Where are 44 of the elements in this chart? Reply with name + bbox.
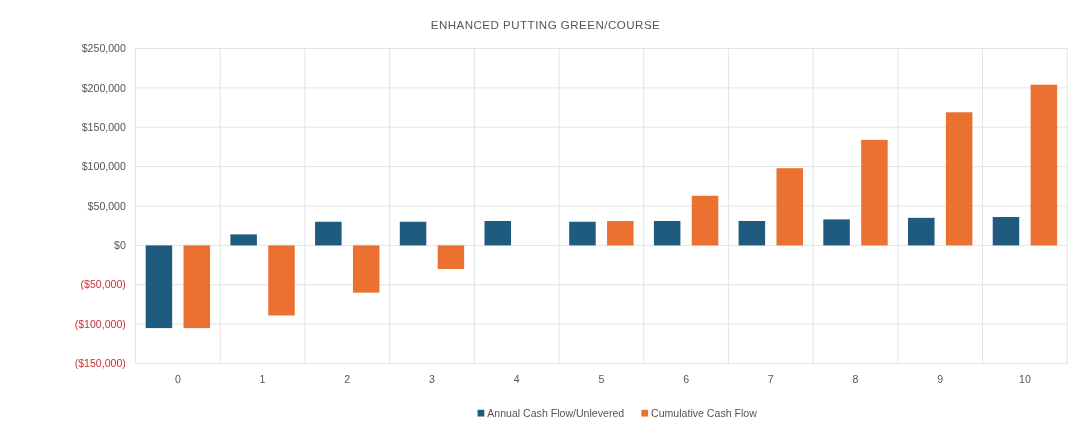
chart-title: ENHANCED PUTTING GREEN/COURSE — [430, 19, 661, 32]
x-tick-label: 3 — [429, 372, 436, 385]
legend-label: Cumulative Cash Flow — [651, 407, 758, 420]
bar — [691, 195, 719, 246]
y-tick-label: $150,000 — [81, 120, 126, 133]
bar — [268, 245, 295, 316]
y-tick-label: ($150,000) — [74, 357, 126, 370]
bar — [569, 221, 596, 246]
x-tick-label: 9 — [937, 372, 944, 385]
y-tick-label: ($100,000) — [74, 317, 126, 330]
x-tick-label: 7 — [767, 372, 774, 385]
bar — [1030, 84, 1058, 246]
bar — [230, 234, 257, 246]
bar — [352, 245, 380, 293]
bar — [484, 220, 511, 246]
x-tick-label: 10 — [1019, 372, 1031, 385]
x-tick-label: 4 — [513, 372, 520, 385]
x-tick-label: 5 — [598, 372, 605, 385]
bar — [908, 217, 935, 246]
bar — [738, 220, 766, 246]
x-tick-label: 2 — [344, 372, 351, 385]
x-tick-label: 0 — [174, 372, 181, 385]
bar — [945, 112, 973, 246]
bar — [399, 221, 427, 246]
y-tick-label: $50,000 — [87, 199, 126, 212]
bar — [145, 245, 173, 329]
bar — [861, 139, 888, 246]
x-tick-label: 6 — [683, 372, 690, 385]
x-tick-label: 8 — [852, 372, 859, 385]
bar — [776, 168, 803, 246]
bar — [607, 220, 634, 246]
bar — [183, 245, 211, 329]
bar — [823, 219, 850, 246]
y-tick-label: $250,000 — [81, 42, 126, 55]
x-tick-label: 1 — [259, 372, 266, 385]
bar — [437, 245, 465, 270]
y-tick-label: $100,000 — [81, 160, 126, 173]
y-tick-label: $200,000 — [81, 81, 126, 94]
bar — [315, 221, 342, 246]
y-tick-label: ($50,000) — [80, 278, 126, 291]
bar — [992, 217, 1020, 246]
y-tick-label: $0 — [114, 239, 126, 252]
legend-label: Annual Cash Flow/Unlevered — [487, 407, 625, 420]
bar — [653, 220, 681, 246]
